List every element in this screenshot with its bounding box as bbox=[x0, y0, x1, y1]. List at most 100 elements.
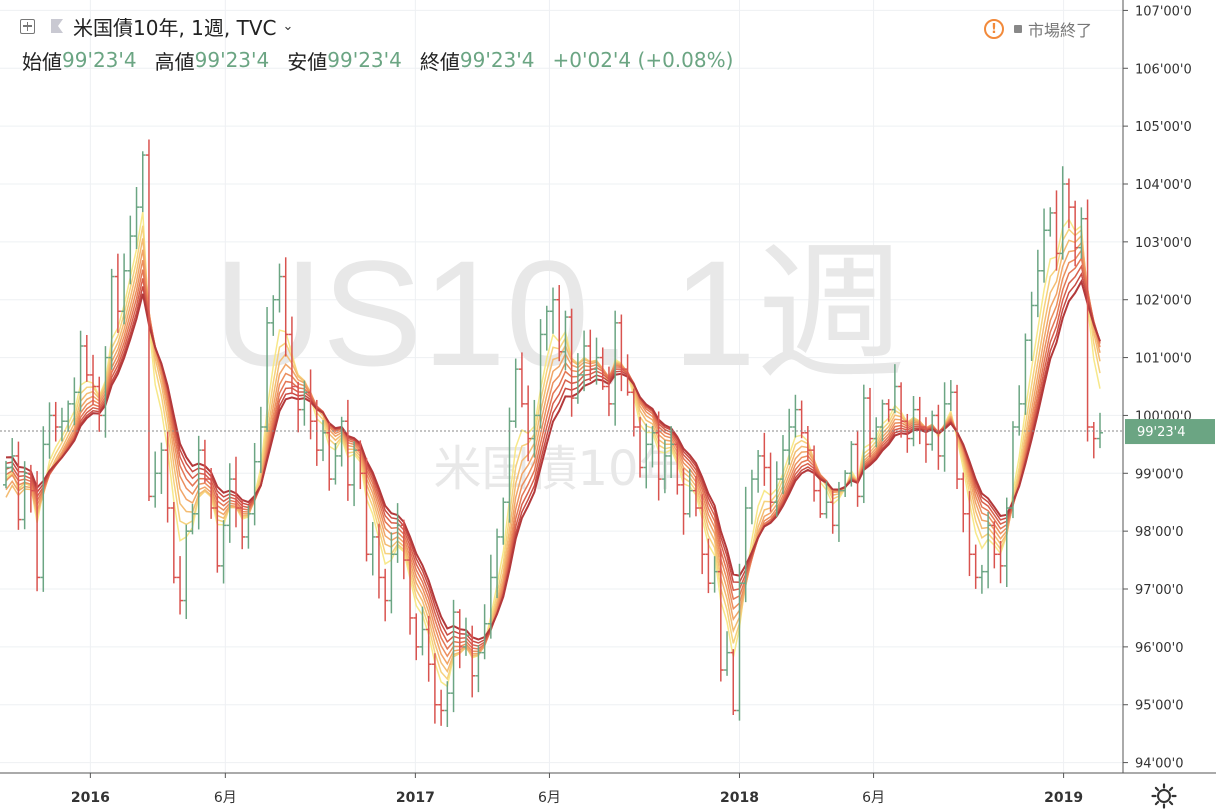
ma-ribbon bbox=[5, 211, 1101, 688]
ohlc-bar bbox=[96, 376, 103, 432]
ohlc-bar bbox=[512, 358, 519, 428]
y-tick-label: 96'00'0 bbox=[1135, 641, 1184, 656]
ohlc-bar bbox=[475, 644, 482, 693]
ohlc-bar bbox=[139, 151, 146, 213]
ohlc-bar bbox=[985, 511, 992, 589]
ohlc-bar bbox=[506, 407, 513, 523]
ohlc-bar bbox=[786, 408, 793, 465]
ohlc-bar bbox=[15, 441, 22, 530]
ohlc-bar bbox=[829, 490, 836, 534]
ohlc-bar bbox=[537, 319, 544, 429]
ohlc-bar bbox=[164, 431, 171, 523]
ohlc-bar bbox=[755, 450, 762, 493]
ohlc-bar bbox=[581, 330, 588, 392]
ohlc-bar bbox=[842, 470, 849, 497]
ohlc-bar bbox=[761, 432, 768, 486]
ohlc-bar bbox=[121, 253, 128, 325]
ohlc-bar bbox=[674, 440, 681, 495]
ohlc-bar bbox=[811, 445, 818, 502]
ohlc-bar bbox=[1097, 412, 1103, 449]
y-tick-label: 102'00'0 bbox=[1135, 294, 1192, 309]
ma-line bbox=[5, 234, 1101, 673]
ohlc-bar bbox=[400, 519, 407, 580]
ohlc-bar bbox=[9, 438, 16, 472]
high-label: 高値 bbox=[154, 49, 195, 74]
ma-line bbox=[5, 264, 1101, 647]
ohlc-bar bbox=[885, 399, 892, 422]
chart-header: 米国債10年, 1週, TVC ⌄ 始値 99'23'4 高値 99'23'4 … bbox=[0, 0, 1120, 80]
ohlc-bar bbox=[431, 653, 438, 724]
ohlc-bar bbox=[344, 399, 351, 501]
close-value: 99'23'4 bbox=[459, 48, 535, 72]
ohlc-bar bbox=[90, 354, 97, 405]
ohlc-bar bbox=[307, 369, 314, 440]
ohlc-bar bbox=[518, 352, 525, 408]
ohlc-bar bbox=[394, 503, 401, 563]
ohlc-bar bbox=[177, 556, 184, 615]
y-tick-label: 99'00'0 bbox=[1135, 467, 1184, 482]
ohlc-bar bbox=[668, 426, 675, 478]
ohlc-bar bbox=[1009, 421, 1016, 519]
ohlc-bar bbox=[680, 468, 687, 535]
y-tick-label: 94'00'0 bbox=[1135, 757, 1184, 772]
ohlc-bar bbox=[320, 420, 327, 462]
ohlc-bar bbox=[655, 411, 662, 501]
ohlc-bar bbox=[941, 382, 948, 472]
expand-icon[interactable] bbox=[20, 18, 35, 34]
y-tick-label: 107'00'0 bbox=[1135, 4, 1192, 19]
y-tick-label: 101'00'0 bbox=[1135, 352, 1192, 367]
ohlc-bar bbox=[848, 441, 855, 487]
high-value: 99'23'4 bbox=[194, 48, 270, 72]
ma-line bbox=[5, 240, 1101, 666]
watermark-big: US10, 1週 bbox=[214, 229, 906, 397]
ohlc-bar bbox=[77, 330, 84, 412]
ohlc-bar bbox=[382, 568, 389, 622]
x-tick-label: 6月 bbox=[538, 790, 561, 806]
ohlc-bar bbox=[456, 609, 463, 669]
ohlc-bar bbox=[618, 314, 625, 392]
ohlc-bar bbox=[705, 538, 712, 594]
ohlc-bar bbox=[742, 486, 749, 603]
ohlc-bar bbox=[108, 268, 115, 370]
last-price-badge bbox=[1125, 419, 1215, 445]
chevron-down-icon[interactable]: ⌄ bbox=[282, 18, 294, 34]
ohlc-bar bbox=[257, 406, 264, 474]
ohlc-bar bbox=[3, 460, 9, 489]
watermark-small: 米国債10年 bbox=[433, 441, 686, 497]
status-dot-icon bbox=[1014, 25, 1022, 33]
y-tick-label: 98'00'0 bbox=[1135, 525, 1184, 540]
ohlc-bar bbox=[972, 544, 979, 589]
ohlc-bar bbox=[767, 452, 774, 512]
ohlc-bar bbox=[978, 564, 985, 594]
ohlc-bar bbox=[301, 380, 308, 426]
ohlc-bar bbox=[612, 310, 619, 426]
ohlc-bar bbox=[991, 521, 998, 569]
ohlc-bar bbox=[736, 563, 743, 721]
ohlc-bar bbox=[1090, 421, 1097, 459]
symbol-title[interactable]: 米国債10年, 1週, TVC bbox=[73, 15, 277, 40]
ohlc-bar bbox=[145, 139, 152, 502]
ohlc-bar bbox=[1072, 200, 1079, 267]
ohlc-bar bbox=[58, 407, 65, 442]
ohlc-bar bbox=[1053, 190, 1060, 271]
ohlc-bar bbox=[1084, 199, 1091, 442]
ohlc-bar bbox=[46, 402, 53, 459]
ohlc-bar bbox=[487, 554, 494, 639]
ohlc-bar bbox=[605, 366, 612, 417]
market-status-text: 市場終了 bbox=[1028, 21, 1093, 40]
ohlc-bar bbox=[637, 416, 644, 478]
ohlc-bar bbox=[1047, 207, 1054, 237]
ohlc-bar bbox=[357, 440, 364, 490]
ohlc-bar bbox=[966, 491, 973, 577]
ohlc-bar bbox=[494, 528, 501, 599]
ohlc-bar bbox=[1016, 385, 1023, 436]
warning-icon[interactable]: ! bbox=[984, 19, 1004, 39]
ohlc-bar bbox=[556, 285, 563, 362]
ohlc-bars bbox=[3, 139, 1103, 727]
ohlc-bar bbox=[898, 382, 905, 438]
ohlc-bar bbox=[183, 524, 190, 620]
gear-icon[interactable] bbox=[1150, 782, 1178, 810]
ohlc-bar bbox=[960, 472, 967, 533]
